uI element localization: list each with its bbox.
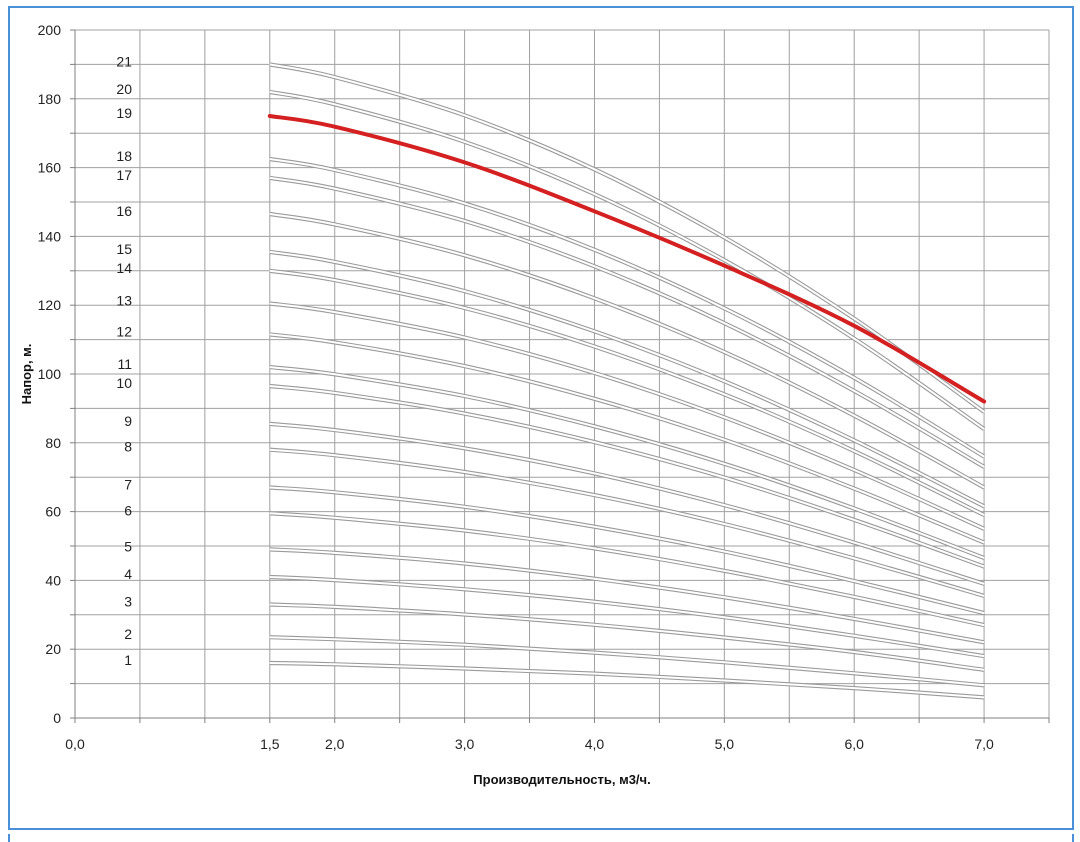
x-tick-label: 1,5 [260,736,280,752]
y-tick-label: 20 [45,641,61,657]
y-tick-label: 180 [38,91,62,107]
curve-label-16: 16 [116,203,132,219]
curve-10-outline [269,383,985,569]
curve-14 [269,269,985,516]
curve-18 [269,158,985,458]
curve-16 [269,213,985,489]
curve-3 [269,603,985,671]
y-tick-label: 120 [38,297,62,313]
curve-label-1: 1 [124,652,132,668]
curve-label-21: 21 [116,53,132,69]
x-tick-label: 5,0 [715,736,735,752]
curve-2 [269,636,985,687]
curve-4-outline [269,574,985,659]
x-tick-label: 2,0 [325,736,345,752]
y-tick-label: 80 [45,435,61,451]
x-axis-title: Производительность, м3/ч. [473,772,650,787]
y-tick-labels: 0 20 40 60 80 100 120 140 160 180 200 [38,22,62,726]
curve-label-8: 8 [124,439,132,455]
y-tick-label: 140 [38,228,62,244]
curve-label-20: 20 [116,81,132,97]
curve-1-outline [269,660,985,700]
y-tick-label: 100 [38,366,62,382]
y-tick-label: 40 [45,572,61,588]
curve-4 [269,576,985,658]
curve-2-outline [269,635,985,688]
curve-20-outline [269,89,986,431]
y-tick-label: 0 [53,710,61,726]
y-axis-title: Напор, м. [19,344,34,405]
curve-20 [269,90,985,430]
x-tick-label: 4,0 [585,736,605,752]
curve-1 [269,662,985,699]
x-tick-labels: 0,0 1,5 2,0 3,0 4,0 5,0 6,0 7,0 [65,736,994,752]
curve-7 [269,486,985,615]
curve-10 [269,385,985,568]
curve-11 [269,366,985,559]
curve-13 [269,302,985,530]
curve-label-19: 19 [116,105,132,121]
curve-label-14: 14 [116,260,132,276]
curve-17 [269,176,985,468]
curve-label-13: 13 [116,292,132,308]
curve-label-4: 4 [124,566,132,582]
curve-label-11: 11 [117,356,132,372]
curve-label-2: 2 [124,626,132,642]
curve-label-15: 15 [116,241,132,257]
curve-label-18: 18 [116,148,132,164]
frame-bottom-strip [8,834,1074,842]
curve-label-17: 17 [116,167,132,183]
y-tick-label: 200 [38,22,62,38]
curves [267,62,987,700]
curve-label-5: 5 [124,538,132,554]
curve-label-12: 12 [116,323,132,339]
x-tick-label: 7,0 [974,736,994,752]
curve-label-9: 9 [124,413,132,429]
curve-6 [269,512,985,627]
curve-3-outline [269,602,985,672]
curve-19-highlighted [267,114,987,404]
curve-label-3: 3 [124,593,132,609]
curve-15 [269,250,985,508]
x-tick-label: 0,0 [65,736,85,752]
curve-label-7: 7 [124,477,132,493]
x-tick-label: 6,0 [844,736,864,752]
x-tick-label: 3,0 [455,736,475,752]
curve-5 [269,548,985,644]
curve-17-outline [269,175,986,469]
y-tick-label: 160 [38,160,62,176]
curve-9 [269,422,985,585]
curve-12 [269,333,985,544]
curve-label-6: 6 [124,502,132,518]
y-tick-label: 60 [45,504,61,520]
curve-21 [269,63,985,413]
axes [70,29,1050,723]
curve-18-outline [269,156,986,459]
curve-label-10: 10 [116,375,132,391]
curve-8 [269,448,985,597]
